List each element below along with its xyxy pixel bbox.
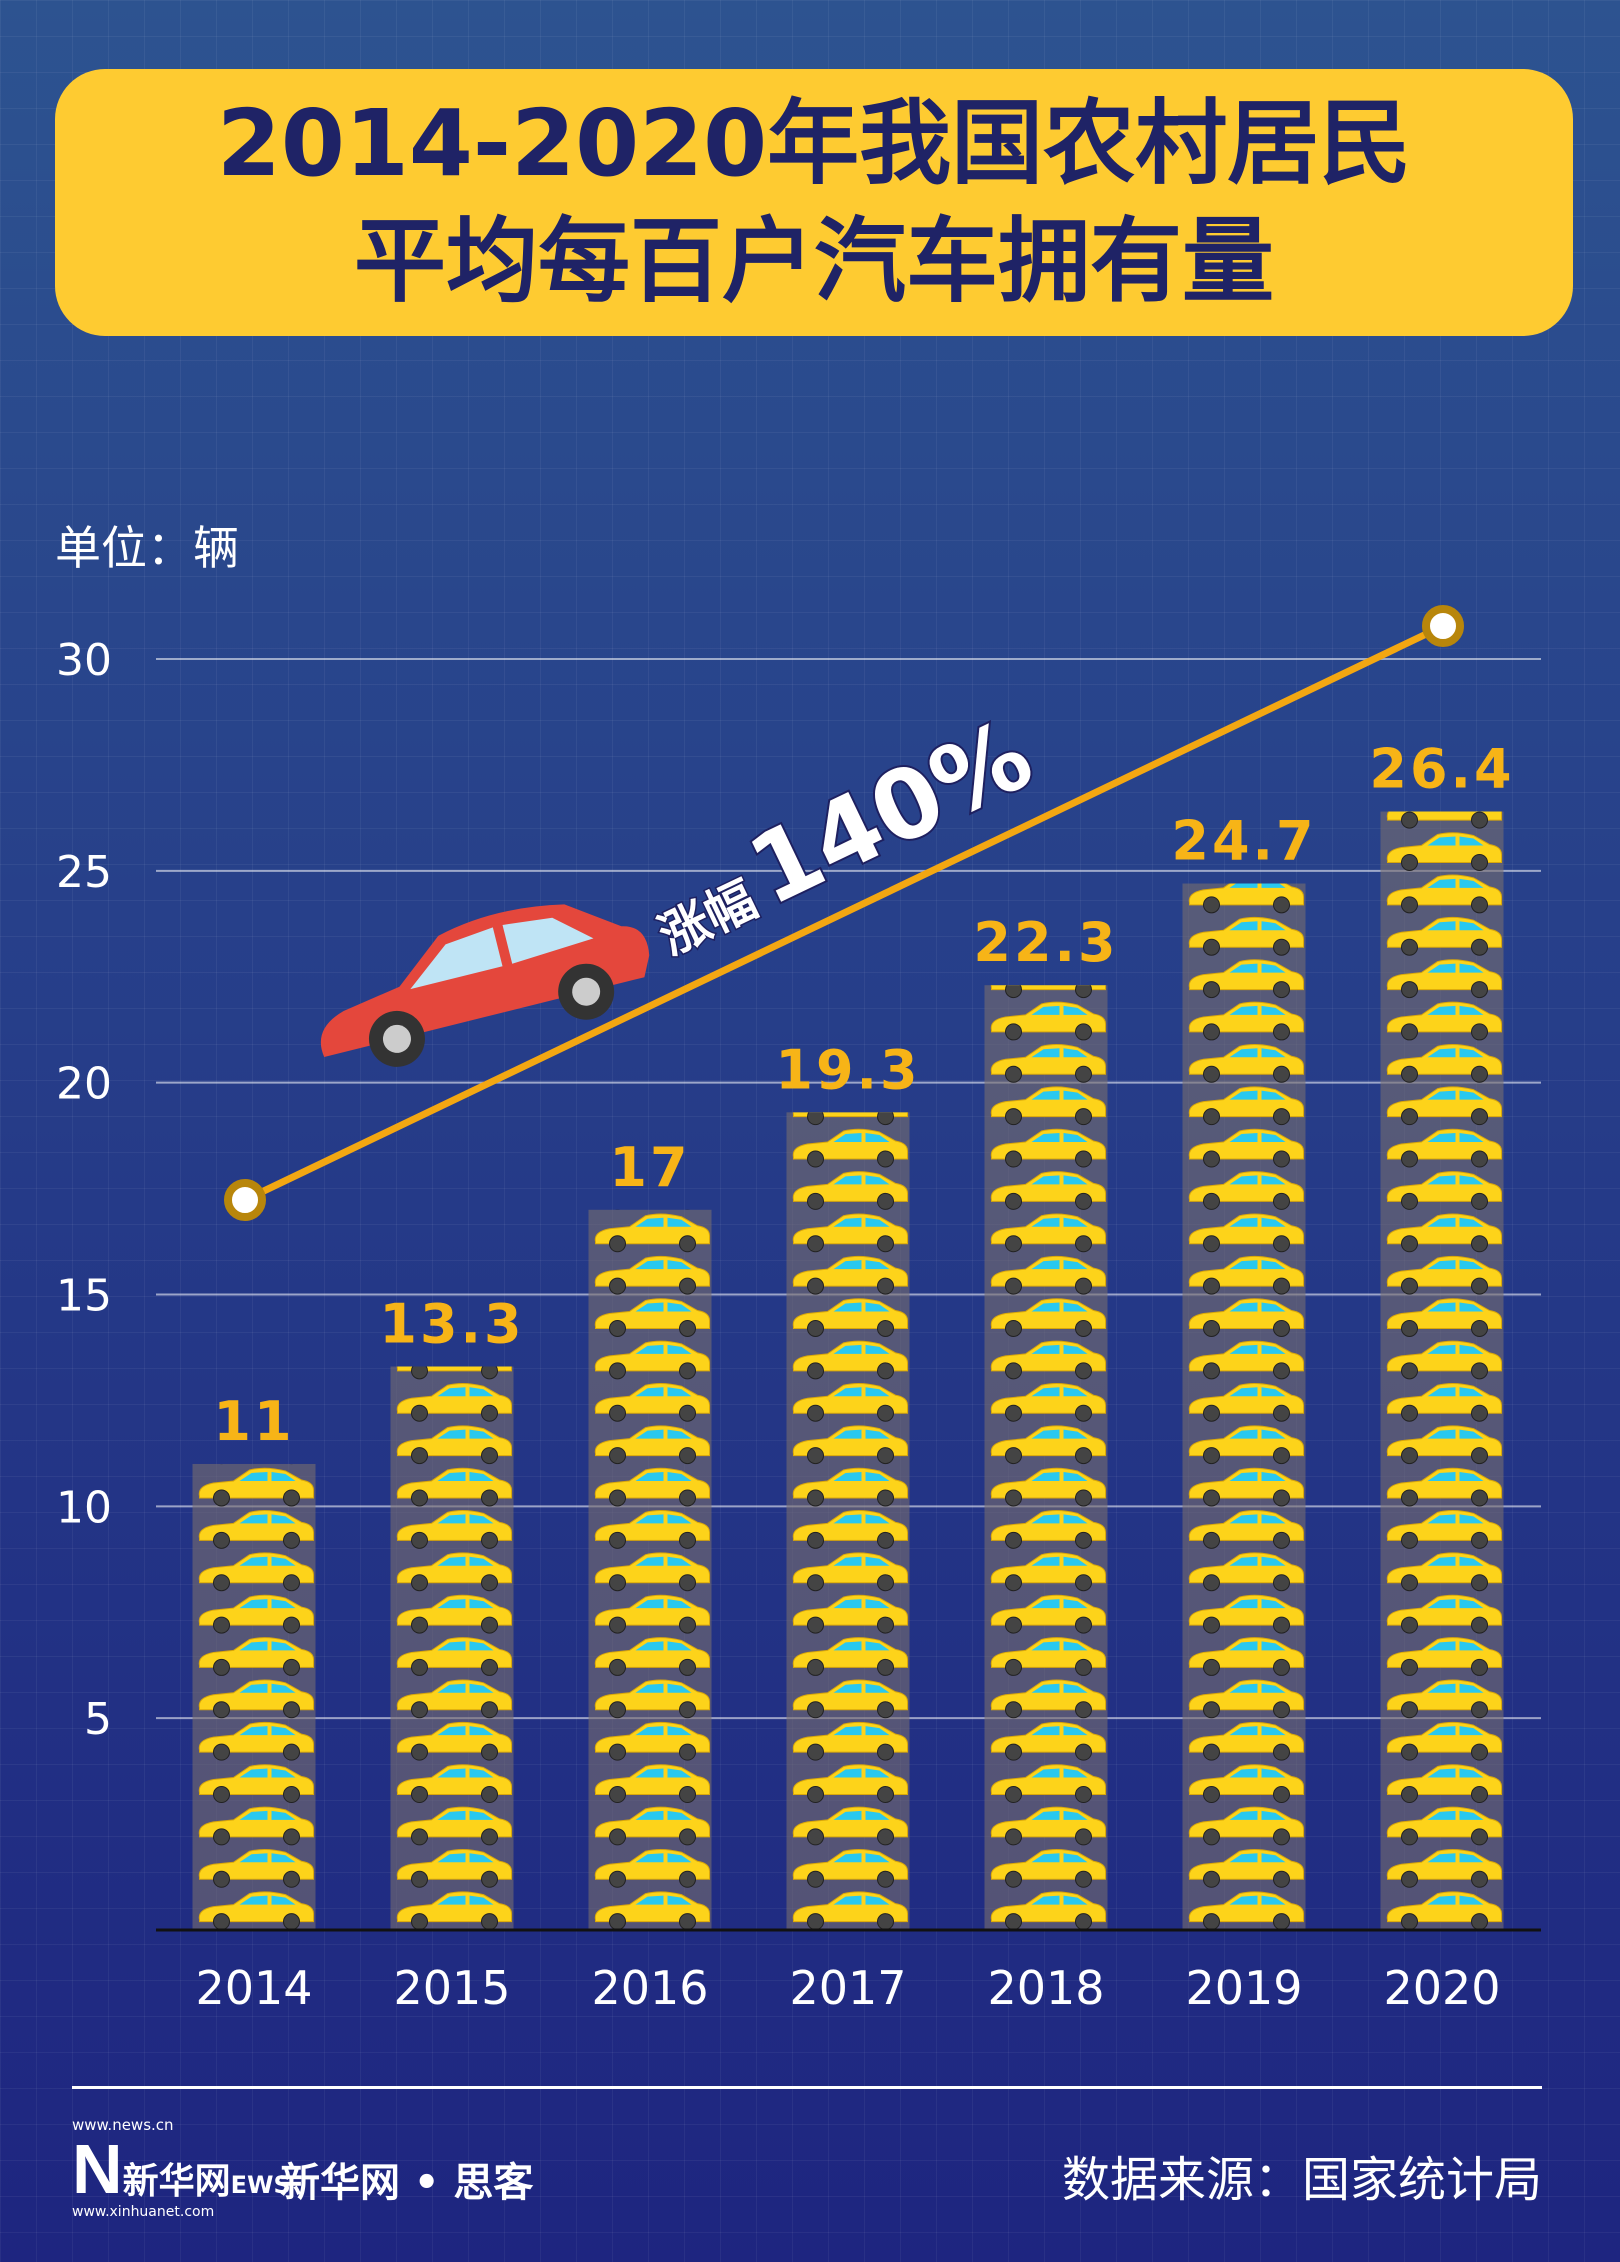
growth-prefix: 涨幅 <box>650 870 765 966</box>
bar-2017 <box>786 1112 910 1931</box>
y-tick-label: 15 <box>56 1271 112 1322</box>
x-tick-label: 2017 <box>789 1961 906 2015</box>
data-label: 11 <box>213 1390 294 1453</box>
data-source: 数据来源：国家统计局 <box>1061 2152 1542 2208</box>
y-tick-label: 30 <box>56 635 112 686</box>
trend-start-dot <box>224 1179 266 1221</box>
data-label: 19.3 <box>775 1038 920 1101</box>
x-tick-label: 2016 <box>591 1961 708 2015</box>
y-tick-label: 20 <box>56 1059 112 1110</box>
logo-url-top: www.news.cn <box>72 2116 174 2134</box>
trend-end-dot <box>1422 605 1464 647</box>
bar-2016 <box>588 1209 712 1931</box>
title-banner: 2014-2020年我国农村居民 平均每百户汽车拥有量 <box>55 69 1573 336</box>
data-label: 17 <box>609 1136 690 1199</box>
red-car-icon <box>320 904 650 1067</box>
title-line-2: 平均每百户汽车拥有量 <box>353 207 1274 315</box>
data-label: 26.4 <box>1369 738 1514 801</box>
logo-cn: 新华网 <box>122 2161 231 2202</box>
data-label: 13.3 <box>379 1293 524 1356</box>
logo-n: N <box>72 2130 123 2208</box>
x-tick-label: 2018 <box>987 1961 1104 2015</box>
footer-divider <box>72 2086 1542 2089</box>
title-line-1: 2014-2020年我国农村居民 <box>216 89 1412 197</box>
bar-2015 <box>390 1366 514 1930</box>
logo-ews: EWS <box>230 2171 291 2199</box>
logo-url-bottom: www.xinhuanet.com <box>72 2204 215 2220</box>
y-tick-label: 25 <box>56 847 112 898</box>
y-tick-label: 5 <box>84 1694 112 1745</box>
brand-label: 新华网 • 思客 <box>280 2160 534 2206</box>
data-label: 22.3 <box>973 911 1118 974</box>
y-tick-label: 10 <box>56 1482 112 1533</box>
bar-2019 <box>1182 883 1306 1930</box>
x-tick-label: 2020 <box>1383 1961 1500 2015</box>
data-label: 24.7 <box>1171 810 1316 873</box>
unit-label: 单位：辆 <box>55 521 239 575</box>
trend-line <box>243 622 1445 1204</box>
bar-2018 <box>984 985 1108 1930</box>
bar-2014 <box>192 1463 316 1930</box>
xinhuanet-logo: www.news.cn N新华网EWS www.xinhuanet.com <box>72 2116 291 2220</box>
x-tick-label: 2014 <box>195 1961 312 2015</box>
bar-2020 <box>1380 811 1504 1930</box>
x-tick-label: 2015 <box>393 1961 510 2015</box>
x-tick-label: 2019 <box>1185 1961 1302 2015</box>
